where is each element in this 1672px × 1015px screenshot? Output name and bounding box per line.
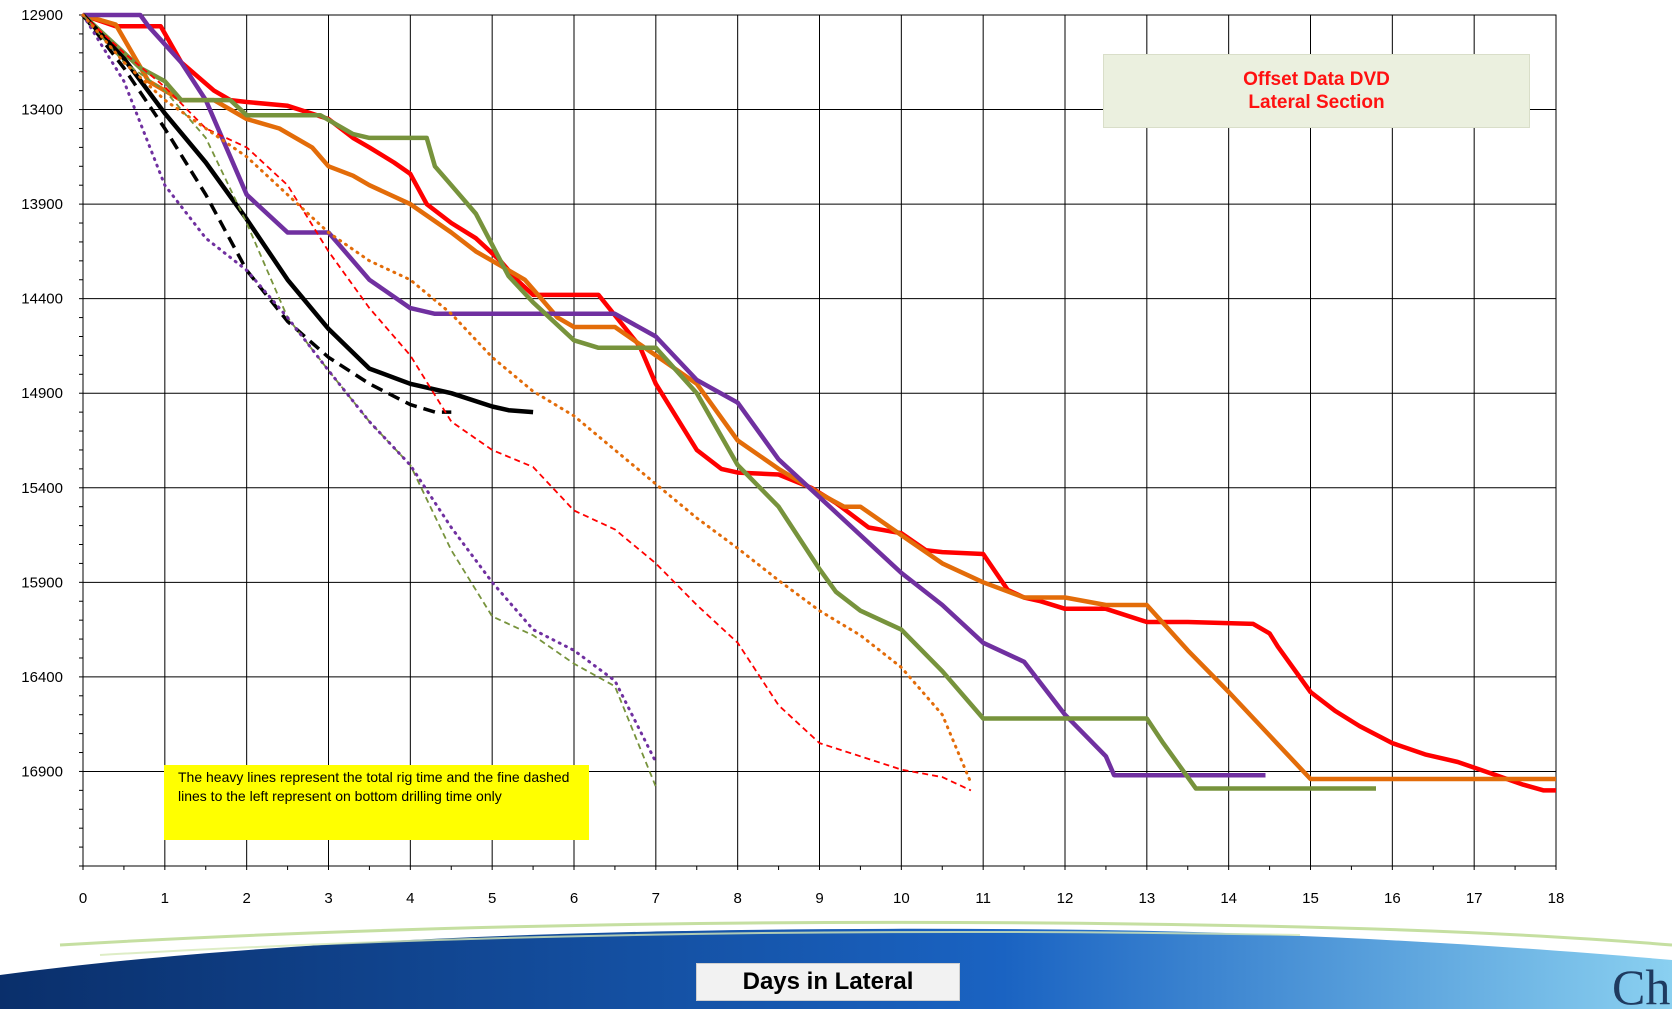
x-tick-label: 8 — [733, 890, 741, 907]
x-tick-label: 3 — [324, 890, 332, 907]
series-line-5 — [81, 13, 534, 415]
y-tick-label: 14400 — [21, 291, 63, 308]
y-tick-label: 15400 — [21, 480, 63, 497]
x-tick-label: 14 — [1220, 890, 1237, 907]
chart-annotation-note: The heavy lines represent the total rig … — [164, 765, 589, 840]
x-tick-label: 6 — [570, 890, 578, 907]
y-tick-label: 14900 — [21, 385, 63, 402]
x-tick-label: 7 — [652, 890, 660, 907]
series-line-10 — [81, 13, 973, 785]
x-tick-label: 11 — [975, 890, 991, 907]
x-tick-label: 1 — [161, 890, 169, 907]
x-tick-label: 16 — [1384, 890, 1401, 907]
series-line-6 — [81, 13, 452, 414]
y-axis-ticks: 12900 13400 13900 14400 14900 15400 15900 16400… — [21, 7, 63, 780]
series-line-7 — [82, 14, 972, 792]
x-tick-label: 9 — [815, 890, 823, 907]
x-tick-label: 15 — [1302, 890, 1319, 907]
y-tick-label: 13900 — [21, 196, 63, 213]
x-tick-label: 12 — [1057, 890, 1074, 907]
chart-legend-box: Offset Data DVD Lateral Section — [1103, 54, 1530, 128]
y-tick-label: 13400 — [21, 102, 63, 119]
x-axis-ticks: 0 1 2 3 4 5 6 7 8 9 10 11 12 13 14 15 16 17 18 — [79, 890, 1565, 907]
series-line-3 — [83, 12, 1266, 778]
series-line-2 — [82, 12, 1556, 782]
series-line-4 — [81, 13, 1376, 791]
legend-title-line-2: Lateral Section — [1248, 92, 1385, 113]
y-tick-label: 15900 — [21, 574, 63, 591]
x-tick-label: 17 — [1466, 890, 1483, 907]
x-axis-label: Days in Lateral — [696, 963, 960, 1001]
x-tick-label: 0 — [79, 890, 87, 907]
x-tick-label: 18 — [1548, 890, 1565, 907]
y-tick-label: 16400 — [21, 669, 63, 686]
x-tick-label: 2 — [242, 890, 250, 907]
legend-title-line-1: Offset Data DVD — [1243, 69, 1390, 90]
x-tick-label: 13 — [1138, 890, 1155, 907]
company-logo-fragment: Che — [1612, 959, 1672, 1015]
series-line-9 — [81, 13, 658, 764]
y-tick-label: 16900 — [21, 763, 63, 780]
x-tick-label: 5 — [488, 890, 496, 907]
series-lines — [81, 12, 1556, 793]
x-tick-label: 10 — [893, 890, 910, 907]
y-tick-label: 12900 — [21, 7, 63, 24]
x-tick-label: 4 — [406, 890, 414, 907]
